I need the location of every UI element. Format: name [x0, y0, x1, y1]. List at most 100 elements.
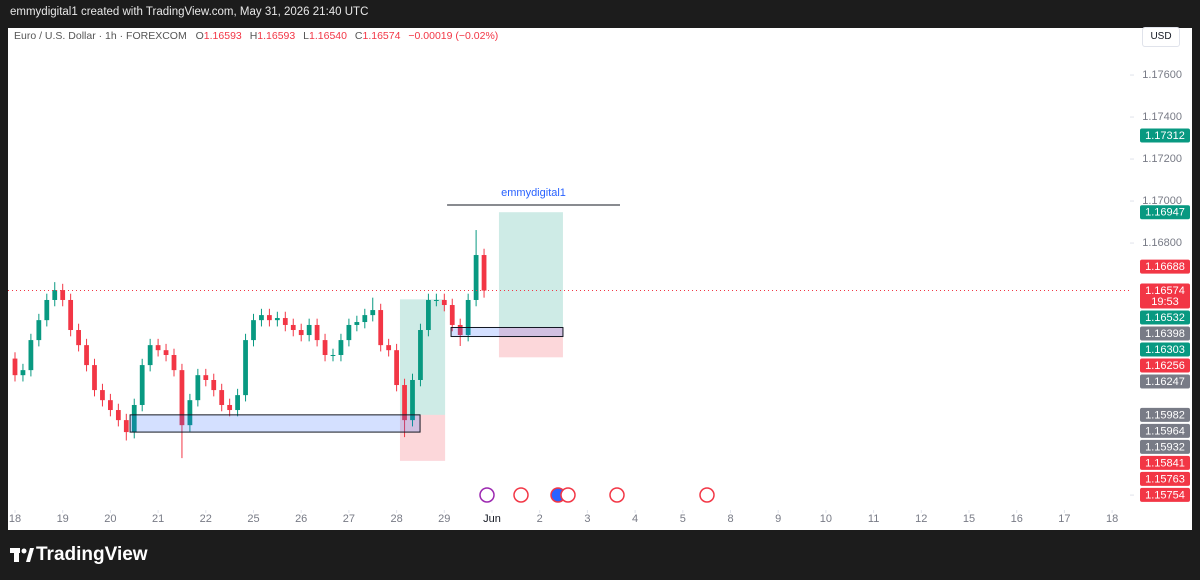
candle-body [100, 390, 105, 401]
candle-body [378, 310, 384, 346]
x-tick-label: 4 [632, 513, 638, 525]
legend-key: H [249, 30, 258, 42]
x-tick-label: 29 [438, 513, 450, 525]
logo-part [26, 548, 34, 562]
candle-body [139, 365, 145, 405]
candle-body [346, 324, 352, 341]
event-icon [479, 487, 495, 503]
event-icon [560, 487, 576, 503]
candles [12, 230, 487, 459]
candle-body [298, 330, 304, 336]
symbol: Euro / U.S. Dollar · 1h · FOREXCOM [14, 30, 187, 42]
price-badge [1140, 471, 1190, 486]
candle-body [314, 324, 320, 341]
price-badge [1140, 283, 1190, 309]
legend-key: C [354, 30, 363, 42]
price-badge [1140, 358, 1190, 373]
price-badge-label: 1.16947 [1145, 207, 1185, 219]
currency-button[interactable]: USD [1142, 27, 1180, 47]
candle-body [402, 385, 407, 421]
x-tick-label: 20 [104, 513, 116, 525]
candle-body [370, 310, 376, 316]
x-tick-label: 11 [868, 513, 879, 525]
x-tick-label: 26 [295, 513, 307, 525]
event-icon [609, 487, 625, 503]
price-badge-label: 1.15982 [1145, 409, 1185, 421]
x-tick-label: 9 [775, 513, 781, 525]
legend-change: −0.00019 (−0.02%) [408, 30, 499, 42]
x-tick-label: 18 [9, 513, 21, 525]
candle-body [147, 345, 153, 366]
price-badge [1140, 310, 1190, 325]
price-badge-label: 1.16303 [1145, 344, 1185, 356]
candle-body [418, 330, 423, 380]
candle-body [36, 320, 42, 341]
x-tick-label: 15 [963, 513, 975, 525]
price-badge-label: 1.16574 [1145, 285, 1185, 297]
candle-body [465, 299, 471, 336]
price-badge [1140, 128, 1190, 143]
candle-body [28, 340, 34, 371]
axes: 1.176001.174001.172001.170001.168001.156… [9, 69, 1190, 525]
price-badge [1140, 374, 1190, 389]
chart-background [8, 28, 1192, 530]
price-badge-label: 1.16256 [1145, 360, 1185, 372]
candle-body [290, 324, 296, 331]
x-tick-label: 25 [247, 513, 259, 525]
price-badge-label: 1.16688 [1145, 261, 1185, 273]
profit-zone [498, 212, 563, 328]
y-tick-label: 1.17600 [1142, 69, 1182, 81]
price-badge [1140, 423, 1190, 438]
candle-body [426, 299, 431, 331]
legend-value: 1.16593 [257, 30, 296, 42]
legend-value: 1.16540 [309, 30, 347, 42]
header-text: emmydigital1 created with TradingView.co… [10, 6, 369, 18]
candle-body [410, 379, 415, 421]
candle-body [433, 299, 439, 301]
price-badge-label: 1.16532 [1145, 312, 1185, 324]
candle-body [211, 379, 217, 391]
price-badge-label: 1.16247 [1145, 376, 1185, 388]
zone-rectangle [450, 326, 564, 338]
candle-body [179, 370, 185, 426]
price-badge [1140, 326, 1190, 341]
candle-body [267, 315, 272, 321]
price-badge [1140, 455, 1190, 470]
price-badge-label: 1.15841 [1145, 457, 1185, 469]
candle-body [108, 400, 113, 411]
y-tick-label: 1.17400 [1142, 111, 1182, 123]
candle-body [44, 299, 50, 321]
candle-body [259, 315, 264, 321]
price-badge-label: 1.17312 [1145, 130, 1185, 142]
y-tick-label: 1.16800 [1142, 237, 1182, 249]
price-badge-label: 1.15763 [1145, 473, 1185, 485]
candle-body [251, 320, 256, 341]
candle-body [131, 404, 137, 433]
x-tick-label: 19 [57, 513, 69, 525]
candle-body [441, 299, 447, 306]
y-tick-label: 1.17000 [1142, 195, 1182, 207]
candle-body [362, 315, 368, 323]
legend-value: 1.16574 [362, 30, 401, 42]
candle-body [76, 330, 81, 346]
price-badge-label: 1.16398 [1145, 328, 1185, 340]
candle-body [68, 299, 74, 331]
x-tick-label: Jun [483, 513, 501, 525]
candle-body [171, 355, 177, 371]
x-tick-label: 17 [1058, 513, 1070, 525]
price-badge [1140, 407, 1190, 422]
x-tick-label: 16 [1011, 513, 1023, 525]
trend-line-label: emmydigital1 [501, 187, 566, 199]
drawings [399, 212, 563, 461]
candle-body [123, 420, 129, 433]
loss-zone [399, 414, 446, 461]
candle-body [235, 395, 240, 411]
y-tick-label: 1.17200 [1142, 153, 1182, 165]
candle-body [60, 290, 66, 300]
price-badge [1140, 259, 1190, 274]
x-tick-label: 8 [727, 513, 733, 525]
legend-key: O [195, 30, 204, 42]
candle-body [354, 322, 360, 325]
